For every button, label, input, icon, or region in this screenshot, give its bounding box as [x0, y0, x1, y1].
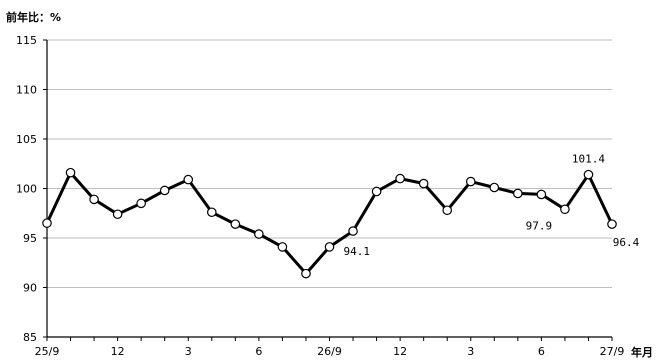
data-point — [465, 176, 476, 187]
data-point — [65, 167, 76, 178]
x-tick-label: 26/9 — [317, 345, 342, 358]
y-axis-label: 前年比：% — [6, 10, 61, 24]
y-tick-label: 100 — [16, 183, 37, 196]
x-tick-label: 3 — [185, 345, 192, 358]
data-point — [206, 207, 217, 218]
x-tick-label: 12 — [393, 345, 407, 358]
data-point — [159, 185, 170, 196]
data-point — [442, 205, 453, 216]
x-tick-label: 27/9 — [600, 345, 625, 358]
y-tick-label: 95 — [23, 232, 37, 245]
y-tick-label: 90 — [23, 282, 37, 295]
y-tick-label: 110 — [16, 84, 37, 97]
x-tick-label: 6 — [255, 345, 262, 358]
data-point — [324, 242, 335, 252]
x-tick-label: 3 — [467, 345, 474, 358]
y-tick-labels: 85 90 95 100 105 110 115 — [16, 34, 37, 344]
data-point — [607, 219, 617, 229]
data-point — [42, 218, 52, 228]
data-point — [418, 178, 429, 189]
x-tick-label: 12 — [111, 345, 125, 358]
data-point — [371, 186, 382, 197]
data-point — [89, 194, 99, 205]
data-point — [536, 189, 547, 200]
x-tick-label: 25/9 — [35, 345, 60, 358]
data-label: 101.4 — [572, 153, 605, 166]
data-point — [560, 204, 570, 215]
y-tick-label: 85 — [23, 331, 37, 344]
data-point — [348, 226, 358, 236]
data-point — [395, 173, 405, 184]
data-label: 94.1 — [344, 245, 371, 258]
data-point — [277, 242, 288, 252]
data-point — [489, 182, 500, 193]
data-point — [254, 229, 264, 239]
x-tick-label: 6 — [538, 345, 545, 358]
data-point — [183, 174, 194, 185]
x-tick-labels: 25/9 12 3 6 26/9 12 3 6 27/9 — [35, 345, 625, 358]
data-labels: 94.1 97.9 101.4 96.4 — [344, 153, 640, 258]
axes — [43, 39, 613, 341]
data-point — [136, 198, 146, 209]
data-label: 97.9 — [526, 219, 553, 232]
y-tick-label: 115 — [16, 34, 37, 47]
data-point — [230, 219, 241, 229]
data-label: 96.4 — [613, 236, 640, 249]
data-point — [513, 188, 523, 199]
data-points — [42, 167, 617, 279]
x-axis-unit: 年月 — [631, 345, 653, 358]
y-tick-label: 105 — [16, 133, 37, 146]
gridlines — [47, 39, 612, 288]
data-point — [112, 209, 123, 220]
data-point — [583, 169, 594, 180]
data-point — [301, 268, 311, 279]
